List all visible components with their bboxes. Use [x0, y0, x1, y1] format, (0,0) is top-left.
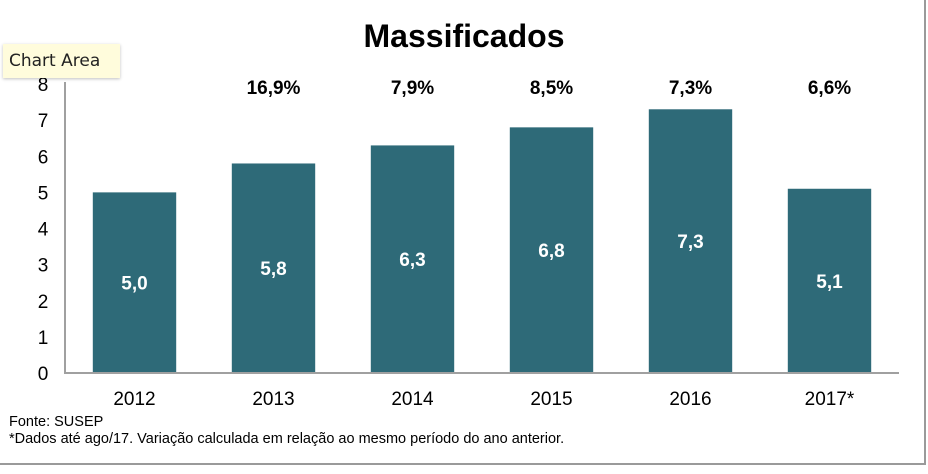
- value-label: 6,3: [399, 250, 425, 271]
- bar-2015[interactable]: [509, 127, 594, 373]
- y-tick-label: 3: [38, 256, 49, 277]
- chart-area-tooltip: Chart Area: [3, 44, 120, 78]
- x-tick-label: 2014: [391, 389, 434, 410]
- axes-group: [64, 82, 899, 374]
- y-tick-labels: 0 1 2 3 4 5 6 7 8: [38, 75, 49, 385]
- value-label: 5,1: [816, 272, 843, 293]
- bar-2013[interactable]: [231, 163, 316, 373]
- growth-label: 7,3%: [669, 78, 712, 99]
- growth-label: 6,6%: [808, 78, 851, 99]
- x-tick-label: 2012: [113, 389, 155, 410]
- x-tick-label: 2013: [252, 389, 294, 410]
- y-tick-label: 4: [38, 220, 49, 241]
- y-tick-label: 2: [38, 292, 49, 313]
- bar-2012[interactable]: [92, 192, 177, 373]
- bars-group: [92, 109, 872, 373]
- footnote-note: *Dados até ago/17. Variação calculada em…: [9, 431, 565, 447]
- x-tick-label: 2017*: [805, 389, 855, 410]
- footnote-source: Fonte: SUSEP: [9, 414, 104, 430]
- growth-label: 8,5%: [530, 78, 573, 99]
- y-tick-label: 1: [38, 328, 49, 349]
- x-tick-labels: 2012 2013 2014 2015 2016 2017*: [113, 389, 855, 410]
- y-tick-label: 6: [38, 147, 49, 168]
- chart-frame: [0, 0, 926, 465]
- value-label: 5,0: [121, 274, 147, 295]
- x-tick-label: 2016: [669, 389, 711, 410]
- growth-label: 16,9%: [247, 78, 301, 99]
- value-label: 7,3: [677, 232, 703, 253]
- y-tick-label: 0: [38, 364, 49, 385]
- x-tick-label: 2015: [530, 389, 572, 410]
- value-label: 5,8: [260, 259, 286, 280]
- bar-2016[interactable]: [648, 109, 733, 373]
- bar-2014[interactable]: [370, 145, 455, 373]
- value-label: 6,8: [538, 241, 564, 262]
- y-tick-label: 7: [38, 111, 49, 132]
- chart-title: Massificados: [363, 18, 565, 54]
- growth-label: 7,9%: [391, 78, 434, 99]
- y-tick-label: 5: [38, 183, 49, 204]
- value-labels: 5,0 5,8 6,3 6,8 7,3 5,1: [121, 232, 843, 295]
- y-tick-label: 8: [38, 75, 49, 96]
- growth-labels: 16,9% 7,9% 8,5% 7,3% 6,6%: [247, 78, 852, 99]
- bar-2017[interactable]: [787, 188, 872, 373]
